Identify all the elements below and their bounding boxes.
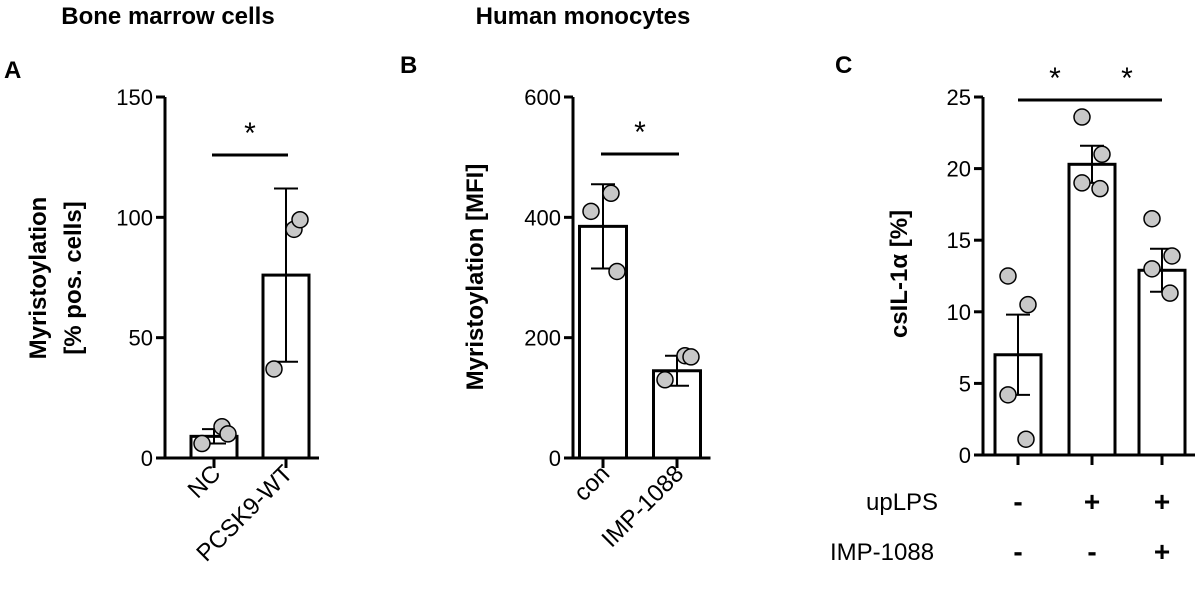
panel-c-data-point — [999, 386, 1017, 404]
panel-a-ylabel-line2: [% pos. cells] — [60, 201, 87, 354]
panel-b-y-tick-label: 200 — [524, 326, 561, 351]
panel-c-data-point — [1019, 295, 1037, 314]
condition-label-uplps: upLPS — [866, 489, 938, 516]
panel-b-data-point — [656, 371, 674, 389]
panel-b-data-point — [608, 262, 626, 281]
panel-b-y-tick-label: 600 — [524, 85, 561, 110]
panel-b-x-tick-label: IMP-1088 — [597, 460, 690, 553]
panel-b-data-point — [682, 348, 700, 366]
panel-c-data-point — [1017, 430, 1035, 448]
panel-c-y-tick-label: 0 — [959, 443, 971, 468]
condition-value: + — [1084, 486, 1100, 517]
condition-value: - — [1013, 536, 1022, 567]
panel-b-data-point — [582, 202, 600, 221]
panel-c-bar — [1137, 268, 1187, 457]
condition-value: - — [1087, 536, 1096, 567]
panel-c-y-tick-label: 5 — [959, 371, 971, 396]
panel-a-data-point — [219, 425, 237, 443]
panel-b-letter: B — [400, 52, 417, 79]
panel-c-data-point — [1073, 174, 1091, 192]
panel-b-x-tick-label: con — [569, 460, 615, 506]
panel-a-y-tick-label: 0 — [141, 446, 153, 471]
panel-c-data-point — [1143, 209, 1161, 228]
panel-a-data-point — [291, 210, 309, 229]
condition-label-imp1088: IMP-1088 — [830, 539, 934, 566]
panel-c-letter: C — [835, 52, 852, 79]
panel-a-data-point — [265, 360, 283, 378]
condition-value: - — [1013, 486, 1022, 517]
panel-c-significance-star: * — [1049, 62, 1061, 95]
panel-a-ylabel-line1: Myristoylation — [25, 197, 52, 360]
panel-a-y-tick-label: 100 — [116, 205, 153, 230]
panel-a-data-point — [193, 434, 211, 453]
panel-a-x-tick-label: NC — [183, 460, 227, 504]
panel-b-data-point — [602, 184, 620, 203]
panel-a-significance-star: * — [244, 117, 256, 150]
panel-c-y-tick-label: 25 — [947, 85, 971, 110]
panel-b-significance-star: * — [634, 116, 646, 149]
panel-c-y-tick-label: 15 — [947, 228, 971, 253]
panel-c-y-tick-label: 20 — [947, 157, 971, 182]
panel-c-data-point — [1091, 179, 1109, 198]
panel-b-ylabel: Myristoylation [MFI] — [462, 164, 489, 391]
panel-a-title: Bone marrow cells — [61, 3, 274, 30]
condition-value: + — [1154, 486, 1170, 517]
panel-c-data-point — [1073, 108, 1091, 126]
panel-c-bar — [1067, 162, 1117, 457]
panel-a-y-tick-label: 150 — [116, 85, 153, 110]
panel-c-data-point — [1143, 260, 1161, 278]
panel-c-y-tick-label: 10 — [947, 300, 971, 325]
panel-c-data-point — [1093, 145, 1111, 164]
panel-c-data-point — [1163, 247, 1181, 265]
condition-value: + — [1154, 536, 1170, 567]
panel-c-ylabel: csIL-1α [%] — [886, 210, 913, 338]
panel-b-y-tick-label: 400 — [524, 205, 561, 230]
panel-b-y-tick-label: 0 — [549, 446, 561, 471]
panel-c-data-point — [999, 267, 1017, 285]
panel-b-title: Human monocytes — [476, 3, 691, 30]
panel-a-letter: A — [4, 57, 21, 84]
panel-c-data-point — [1161, 284, 1179, 302]
panel-c-significance-star: * — [1121, 62, 1133, 95]
panel-a-y-tick-label: 50 — [129, 326, 153, 351]
